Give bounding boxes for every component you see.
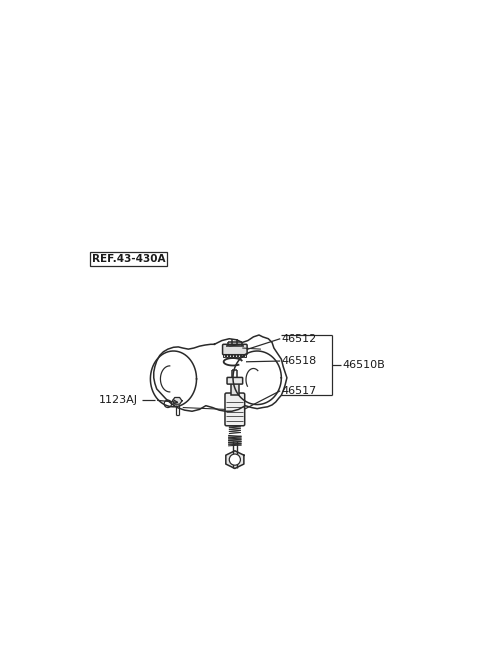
Bar (231, 383, 239, 394)
Text: 46510B: 46510B (343, 359, 385, 370)
Bar (226, 354, 228, 358)
Bar (229, 354, 231, 358)
Circle shape (164, 400, 172, 407)
Text: 46518: 46518 (281, 356, 317, 366)
Polygon shape (226, 451, 244, 468)
Circle shape (228, 407, 234, 413)
Text: REF.43-430A: REF.43-430A (92, 254, 165, 264)
Bar (232, 354, 234, 358)
Text: 46512: 46512 (281, 334, 317, 344)
Bar (235, 354, 237, 358)
Bar (240, 354, 243, 358)
Bar (243, 354, 246, 358)
FancyBboxPatch shape (227, 377, 243, 384)
Text: 1123AJ: 1123AJ (99, 395, 138, 405)
FancyBboxPatch shape (225, 393, 245, 426)
FancyBboxPatch shape (223, 344, 247, 355)
Bar (238, 354, 240, 358)
Text: 46517: 46517 (281, 386, 317, 396)
Polygon shape (172, 398, 182, 404)
Circle shape (229, 454, 240, 465)
Bar (223, 354, 226, 358)
